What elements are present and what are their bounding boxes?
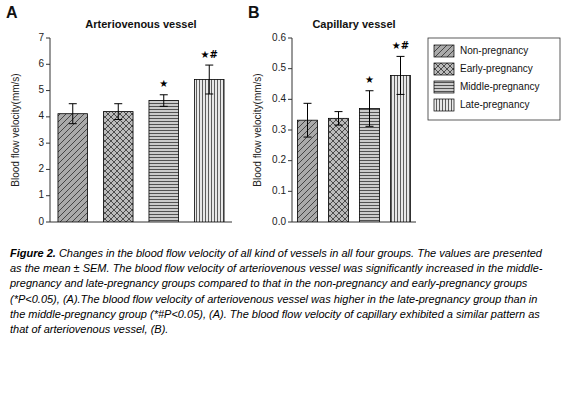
y-tick-label: 6	[38, 58, 44, 69]
title: Arteriovenous vessel	[85, 18, 196, 30]
y-tick	[288, 38, 292, 39]
y-tick	[46, 222, 50, 223]
y-tick-label: 7	[38, 32, 44, 43]
legend-swatch	[434, 45, 454, 57]
legend-label: Non-pregnancy	[460, 45, 528, 56]
error-bar	[160, 95, 168, 107]
bar	[194, 80, 224, 222]
bar	[328, 118, 348, 222]
error-bar	[366, 91, 374, 127]
y-tick-label: 3	[38, 137, 44, 148]
y-label: Blood flow velocity(mm/s)	[252, 73, 263, 186]
error-bar	[114, 104, 122, 120]
y-tick	[46, 38, 50, 39]
legend-label: Middle-pregnancy	[460, 81, 540, 92]
figure: 0 1 2 3 4 5 6 7 ★ ★# Arteriovenous vessel A Blood fl…	[0, 0, 563, 240]
caption-text: Changes in the blood flow velocity of al…	[10, 247, 542, 335]
legend: Non-pregnancy Early-pregnancy Middle-pregn…	[428, 38, 560, 120]
annotation: ★#	[392, 40, 409, 51]
y-axis	[50, 38, 51, 222]
legend-label: Early-pregnancy	[460, 63, 533, 74]
y-tick-label: 5	[38, 84, 44, 95]
y-tick	[288, 99, 292, 100]
bar	[103, 112, 133, 222]
caption-title: Figure 2.	[10, 247, 56, 259]
y-tick	[46, 143, 50, 144]
y-tick-label: 0.4	[272, 93, 286, 104]
y-tick	[46, 90, 50, 91]
y-tick-label: 0.0	[272, 216, 286, 227]
caption: Figure 2. Changes in the blood flow velo…	[10, 246, 553, 337]
y-tick	[46, 169, 50, 170]
annotation: ★	[159, 78, 168, 89]
panel-label: B	[248, 4, 260, 21]
y-tick-label: 0.3	[272, 124, 286, 135]
error-bar	[304, 103, 312, 137]
y-tick	[288, 68, 292, 69]
bar	[58, 114, 88, 222]
y-tick-label: 0.2	[272, 154, 286, 165]
legend-swatch	[434, 99, 454, 111]
y-tick-label: 2	[38, 163, 44, 174]
y-tick-label: 0	[38, 216, 44, 227]
y-axis	[292, 38, 293, 222]
legend-swatch	[434, 81, 454, 93]
y-tick	[288, 160, 292, 161]
panel: 0.0 0.1 0.2 0.3 0.4 0.5 0.6 ★ ★# Capillary vessel…	[248, 4, 416, 227]
y-tick-label: 0.6	[272, 32, 286, 43]
annotation: ★	[365, 74, 374, 85]
y-label: Blood flow velocity(mm/s)	[10, 73, 21, 186]
y-tick	[288, 191, 292, 192]
panel: 0 1 2 3 4 5 6 7 ★ ★# Arteriovenous vessel A Blood fl…	[6, 4, 232, 227]
annotation: ★#	[201, 49, 218, 60]
y-tick-label: 1	[38, 189, 44, 200]
bar	[149, 101, 179, 222]
title: Capillary vessel	[312, 18, 395, 30]
y-tick	[288, 130, 292, 131]
bar	[390, 75, 410, 222]
legend-label: Late-pregnancy	[460, 99, 530, 110]
y-tick	[288, 222, 292, 223]
legend-swatch	[434, 63, 454, 75]
y-tick	[46, 195, 50, 196]
y-tick	[46, 116, 50, 117]
y-tick	[46, 64, 50, 65]
error-bar	[397, 56, 405, 94]
y-tick-label: 0.1	[272, 185, 286, 196]
error-bar	[205, 65, 213, 94]
error-bar	[69, 104, 77, 124]
y-tick-label: 0.5	[272, 62, 286, 73]
marks	[58, 65, 224, 222]
panel-label: A	[6, 4, 18, 21]
legend-frame	[428, 38, 560, 120]
marks	[297, 56, 410, 222]
y-tick-label: 4	[38, 110, 44, 121]
error-bar	[335, 112, 343, 125]
